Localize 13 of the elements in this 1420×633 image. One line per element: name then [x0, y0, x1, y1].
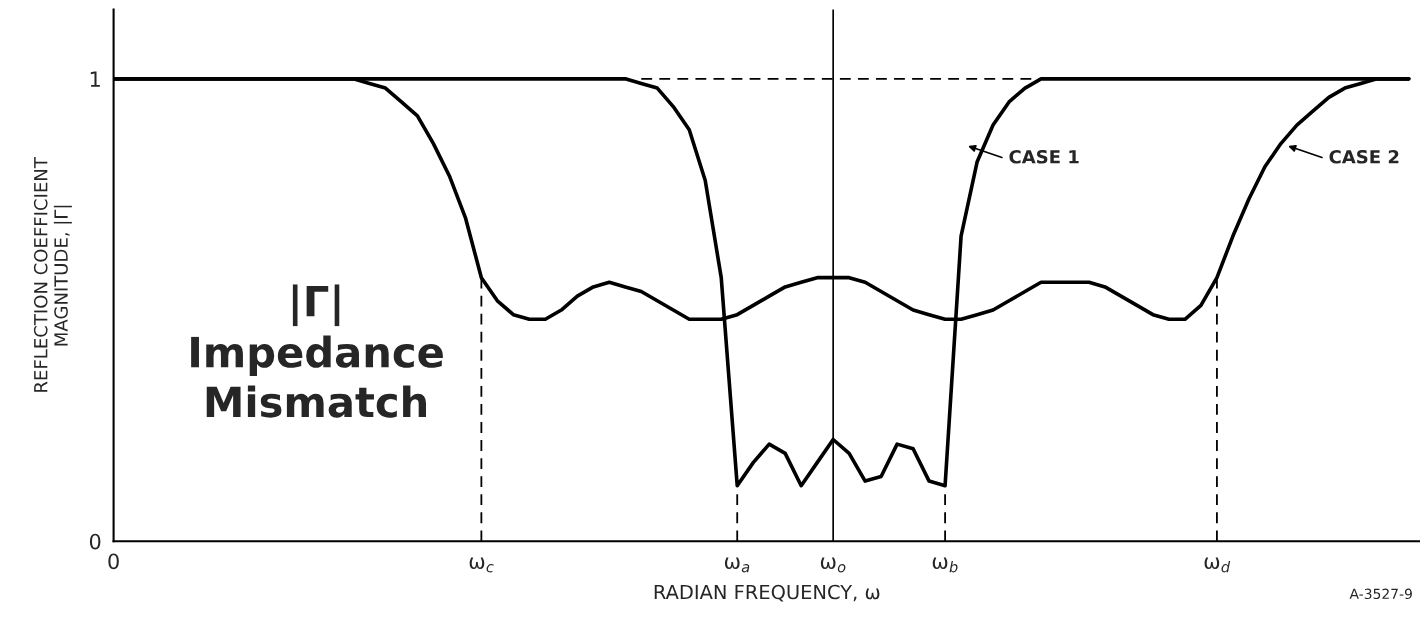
x-tick-label: ω$_{d}$ [1204, 557, 1231, 573]
text: A-3527-9 [1349, 588, 1412, 600]
x-tick-label: ω$_{c}$ [469, 557, 494, 573]
y-tick-label: 1 [90, 71, 100, 87]
y-axis-title: REFLECTION COEFFICIENT MAGNITUDE, |Γ| [33, 157, 72, 392]
annotation: |Γ| Impedance Mismatch [191, 284, 443, 418]
x-tick-label: ω$_{a}$ [724, 557, 750, 573]
x-axis-title: RADIAN FREQUENCY, ω [654, 584, 880, 602]
x-tick-label: 0 [108, 553, 119, 570]
x-tick-label: ω$_{b}$ [932, 557, 958, 573]
x-tick-label: ω$_{o}$ [820, 557, 846, 573]
annotation: CASE 1 [1009, 149, 1079, 164]
annotation: CASE 2 [1329, 149, 1399, 164]
